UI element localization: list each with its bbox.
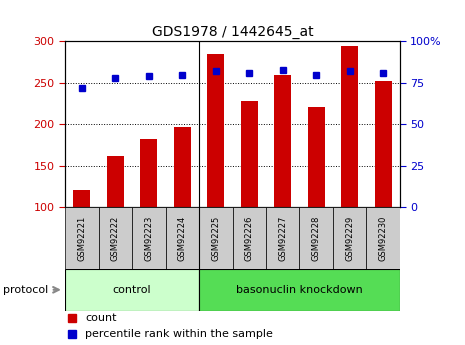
Text: GSM92229: GSM92229 [345, 215, 354, 261]
Bar [107, 156, 124, 207]
Bar [65, 269, 199, 310]
Bar [308, 107, 325, 207]
Bar [207, 54, 224, 207]
Bar [166, 207, 199, 269]
Bar [65, 207, 99, 269]
Text: GSM92230: GSM92230 [379, 215, 388, 261]
Bar [341, 46, 358, 207]
Bar [375, 81, 392, 207]
Text: GSM92224: GSM92224 [178, 215, 187, 261]
Bar [266, 207, 299, 269]
Text: GSM92227: GSM92227 [278, 215, 287, 261]
Text: GSM92226: GSM92226 [245, 215, 254, 261]
Text: basonuclin knockdown: basonuclin knockdown [236, 285, 363, 295]
Bar [299, 207, 333, 269]
Text: percentile rank within the sample: percentile rank within the sample [85, 329, 273, 339]
Text: GSM92222: GSM92222 [111, 215, 120, 261]
Text: count: count [85, 313, 117, 323]
Text: GSM92228: GSM92228 [312, 215, 321, 261]
Bar [232, 207, 266, 269]
Bar [199, 269, 400, 310]
Bar [99, 207, 132, 269]
Bar [241, 101, 258, 207]
Bar [274, 75, 291, 207]
Bar [73, 190, 90, 207]
Bar [140, 139, 157, 207]
Bar [199, 207, 232, 269]
Text: GSM92221: GSM92221 [77, 215, 86, 261]
Bar [333, 207, 366, 269]
Title: GDS1978 / 1442645_at: GDS1978 / 1442645_at [152, 25, 313, 39]
Bar [174, 127, 191, 207]
Text: control: control [113, 285, 152, 295]
Text: protocol: protocol [3, 285, 48, 295]
Text: GSM92225: GSM92225 [211, 215, 220, 261]
Bar [366, 207, 400, 269]
Bar [132, 207, 166, 269]
Text: GSM92223: GSM92223 [144, 215, 153, 261]
